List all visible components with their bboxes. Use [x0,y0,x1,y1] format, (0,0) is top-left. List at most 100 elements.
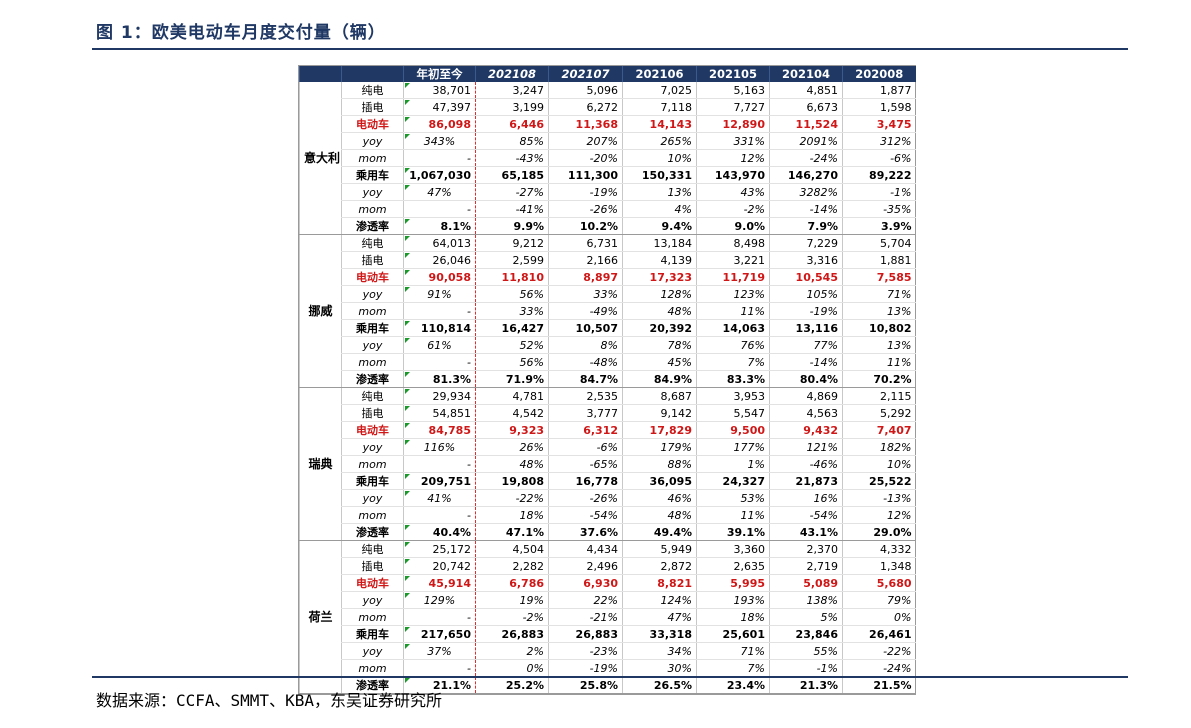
table-row: 瑞典 纯电 29,934 4,781 2,535 8,687 3,953 4,869 2,115 [299,387,916,541]
month-value-cell: 7,025 [622,82,697,99]
month-value-cell: 88% [622,455,697,473]
month-value-cell: -49% [548,302,623,320]
month-value-cell: 9,432 [769,421,843,439]
month-value-cell: -41% [475,200,549,218]
table-row: 电动车 84,785 9,323 6,312 17,829 9,500 9,432 7,407 [300,421,916,439]
ytd-value-cell: 64,013 [403,234,476,252]
table-row: yoy 47% -27% -19% 13% 43% 3282% -1% [300,183,916,201]
month-value-cell: 1% [696,455,770,473]
month-value-cell: -21% [548,608,623,626]
month-value-cell: 26,883 [548,625,623,643]
month-value-cell: 25.8% [548,676,623,694]
month-value-cell: 13% [622,183,697,201]
month-value-cell: 26,883 [475,625,549,643]
month-value-cell: 105% [769,285,843,303]
month-value-cell: 13% [842,302,916,320]
table-row: 渗透率 81.3% 71.9% 84.7% 84.9% 83.3% 80.4% 70.2% [300,370,916,388]
month-value-cell: 70.2% [842,370,916,388]
month-value-cell: 124% [622,591,697,609]
ytd-value-cell: 343% [403,132,476,150]
month-value-cell: 84.9% [622,370,697,388]
month-value-cell: 5% [769,608,843,626]
month-value-cell: 3,953 [696,387,770,405]
month-value-cell: 33% [548,285,623,303]
table-row: 电动车 90,058 11,810 8,897 17,323 11,719 10,545 7,… [300,268,916,286]
month-value-cell: 26% [475,438,549,456]
month-value-cell: 7.9% [769,217,843,235]
ytd-value-cell: 129% [403,591,476,609]
month-value-cell: 18% [696,608,770,626]
ytd-value-cell: 90,058 [403,268,476,286]
ytd-value-cell: 8.1% [403,217,476,235]
month-value-cell: 56% [475,285,549,303]
month-value-cell: -1% [842,183,916,201]
row-label: 乘用车 [341,166,404,184]
month-value-cell: 47% [622,608,697,626]
month-value-cell: 17,829 [622,421,697,439]
month-value-cell: 1,877 [842,82,916,99]
month-value-cell: 12,890 [696,115,770,133]
row-label: 纯电 [341,82,404,99]
month-value-cell: 11% [696,506,770,524]
month-value-cell: 10% [842,455,916,473]
month-value-cell: 3,221 [696,251,770,269]
month-value-cell: 46% [622,489,697,507]
month-value-cell: 143,970 [696,166,770,184]
row-label: yoy [341,489,404,507]
month-value-cell: 2,115 [842,387,916,405]
ytd-value-cell: - [403,200,476,218]
header-corner [299,66,342,82]
table-row: mom -0% -19% 30% 7% -1% -24% [300,659,916,677]
row-label: yoy [341,285,404,303]
month-value-cell: 2,635 [696,557,770,575]
month-value-cell: 8,897 [548,268,623,286]
row-label: 插电 [341,98,404,116]
row-label: yoy [341,336,404,354]
row-label: yoy [341,132,404,150]
ytd-value-cell: 91% [403,285,476,303]
month-value-cell: 150,331 [622,166,697,184]
month-value-cell: 4,781 [475,387,549,405]
month-value-cell: 11,810 [475,268,549,286]
ytd-value-cell: 47,397 [403,98,476,116]
table-row: yoy 91% 56% 33% 128% 123% 105% 71% [300,285,916,303]
month-value-cell: 10,802 [842,319,916,337]
month-value-cell: -14% [769,200,843,218]
month-value-cell: 9.0% [696,217,770,235]
month-value-cell: 8% [548,336,623,354]
month-value-cell: 2,872 [622,557,697,575]
ytd-value-cell: 110,814 [403,319,476,337]
month-value-cell: 4,504 [475,540,549,558]
row-label: 乘用车 [341,319,404,337]
month-value-cell: 36,095 [622,472,697,490]
month-value-cell: 11,524 [769,115,843,133]
row-label: 插电 [341,557,404,575]
table-row: 荷兰 纯电 25,172 4,504 4,434 5,949 3,360 2,370 4,332 [299,540,916,694]
month-value-cell: 29.0% [842,523,916,541]
month-value-cell: -13% [842,489,916,507]
table-row: 插电 26,046 2,599 2,166 4,139 3,221 3,316 1,881 [300,251,916,269]
month-value-cell: 34% [622,642,697,660]
month-value-cell: 13,116 [769,319,843,337]
month-value-cell: 48% [475,455,549,473]
month-value-cell: 39.1% [696,523,770,541]
month-value-cell: -24% [769,149,843,167]
month-value-cell: 25,601 [696,625,770,643]
month-value-cell: 23,846 [769,625,843,643]
month-value-cell: 7,407 [842,421,916,439]
ytd-value-cell: 47% [403,183,476,201]
month-value-cell: 19,808 [475,472,549,490]
month-value-cell: 6,272 [548,98,623,116]
month-value-cell: 138% [769,591,843,609]
ytd-value-cell: 37% [403,642,476,660]
ytd-value-cell: 41% [403,489,476,507]
header-corner-label [341,66,404,82]
month-value-cell: 3,316 [769,251,843,269]
month-value-cell: 12% [842,506,916,524]
ytd-value-cell: 20,742 [403,557,476,575]
row-label: mom [341,455,404,473]
month-value-cell: 10.2% [548,217,623,235]
month-value-cell: 26.5% [622,676,697,694]
month-value-cell: 3,247 [475,82,549,99]
ytd-value-cell: 116% [403,438,476,456]
